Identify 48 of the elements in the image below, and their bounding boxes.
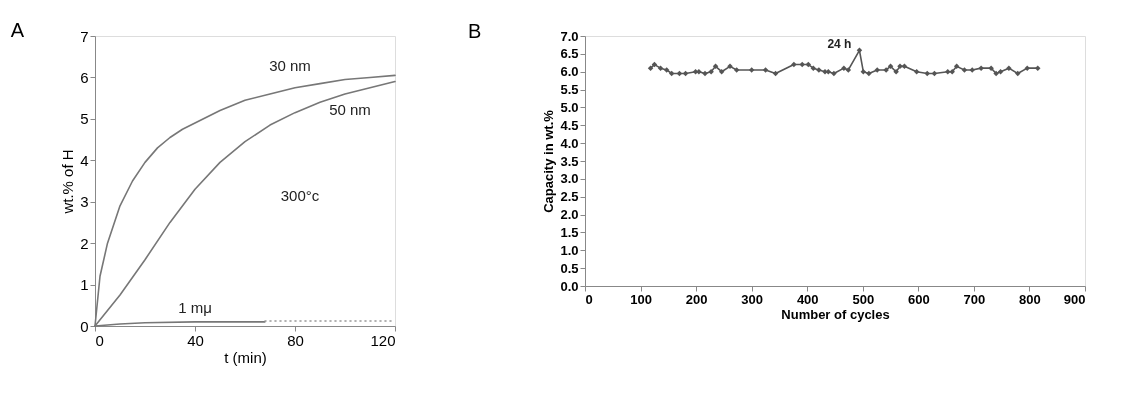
y-tick-label: 5.5 [560,82,579,98]
y-tick-label: 7.0 [560,28,579,44]
y-tick-label: 6.0 [560,64,579,80]
x-tick-label: 700 [963,291,986,307]
y-tick-label: 1.5 [560,224,579,240]
x-tick-label: 40 [187,331,204,349]
x-axis-title: Number of cycles [781,306,890,322]
chart-title: A [10,19,25,41]
y-axis-title: wt.% of H [59,149,77,215]
y-tick-label: 1 [80,276,89,294]
y-tick-label: 2.0 [560,207,579,223]
y-tick-label: 4 [80,151,89,169]
x-axis-title: t (min) [224,348,267,366]
y-tick-label: 0 [80,317,89,335]
y-tick-label: 2 [80,234,89,252]
y-axis-title: Capacity in wt.% [541,109,557,213]
y-tick-label: 4.5 [560,117,579,133]
x-tick-label: 300 [741,291,764,307]
y-tick-label: 6.5 [560,46,579,62]
series-label: 1 mμ [178,298,212,316]
y-tick-label: 5 [80,110,89,128]
x-tick-label: 500 [852,291,875,307]
x-tick-label: 400 [796,291,819,307]
x-tick-label: 120 [370,331,396,349]
y-tick-label: 0.5 [560,260,579,276]
x-tick-label: 80 [287,331,304,349]
chart-title: B [467,20,482,42]
annotation: 24 h [827,37,852,52]
y-tick-label: 3 [80,193,89,211]
x-tick-label: 0 [95,331,104,349]
y-tick-label: 1.0 [560,242,579,258]
x-tick-label: 900 [1063,291,1086,307]
y-tick-label: 7 [80,27,89,45]
series-label: 30 nm [269,56,311,74]
y-tick-label: 3.5 [560,153,579,169]
annotation: 300°c [280,187,320,204]
x-tick-label: 0 [585,291,593,307]
x-tick-label: 200 [685,291,708,307]
y-tick-label: 4.0 [560,135,579,151]
y-tick-label: 5.0 [560,99,579,115]
y-tick-label: 2.5 [560,189,579,205]
y-tick-label: 6 [80,68,89,86]
x-tick-label: 600 [907,291,930,307]
y-tick-label: 0.0 [560,278,579,294]
x-tick-label: 800 [1019,291,1041,307]
y-tick-label: 3.0 [560,171,579,187]
x-tick-label: 100 [630,291,652,307]
series-label: 50 nm [329,101,371,118]
